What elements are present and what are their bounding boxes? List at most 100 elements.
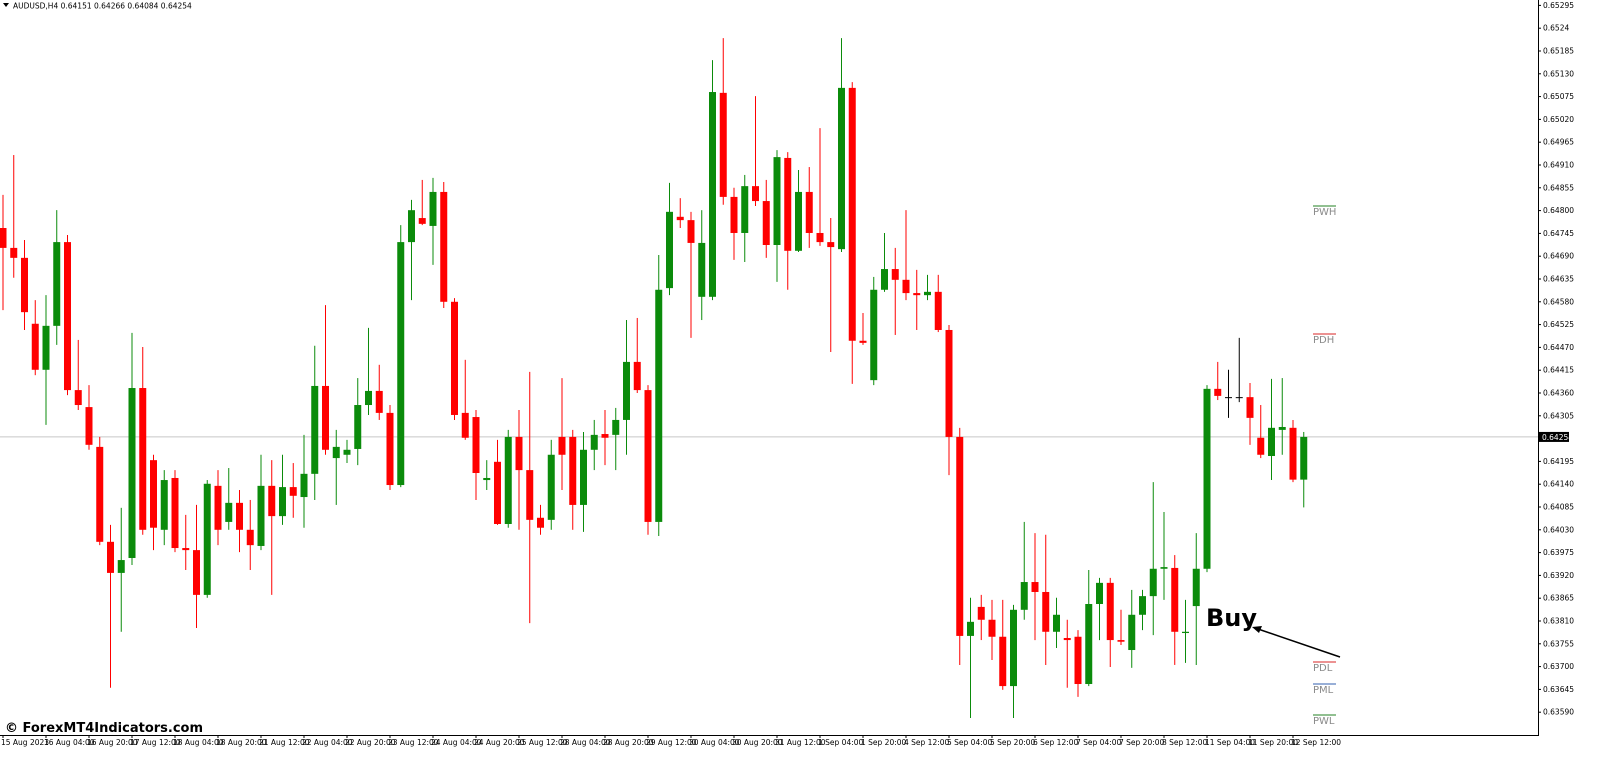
candle-body bbox=[1257, 437, 1265, 455]
candle-body bbox=[590, 434, 598, 450]
candle-body bbox=[1096, 582, 1103, 605]
candle-body bbox=[698, 242, 706, 297]
candle-body bbox=[1171, 567, 1179, 632]
candle-body bbox=[1278, 426, 1286, 430]
candle-body bbox=[354, 405, 362, 449]
candle-body bbox=[268, 485, 276, 517]
x-tick-label: 22 Aug 04:00 bbox=[302, 738, 353, 747]
y-tick-label: 0.65185 bbox=[1543, 46, 1574, 55]
x-tick-label: 5 Sep 04:00 bbox=[947, 738, 993, 747]
candle-body bbox=[848, 87, 856, 341]
y-tick-label: 0.64085 bbox=[1543, 502, 1574, 511]
y-tick-label: 0.65075 bbox=[1543, 92, 1574, 101]
y-tick-label: 0.65295 bbox=[1543, 1, 1574, 10]
candle-body bbox=[999, 636, 1007, 687]
candle-body bbox=[547, 454, 555, 520]
candle-body bbox=[666, 211, 673, 289]
candle-body bbox=[504, 436, 512, 524]
candle-body bbox=[1246, 397, 1254, 418]
candle-body bbox=[709, 92, 716, 297]
candle-body bbox=[719, 92, 727, 197]
candle-body bbox=[1203, 388, 1211, 569]
current-price-box bbox=[1539, 431, 1569, 442]
x-tick-label: 6 Sep 12:00 bbox=[1033, 738, 1079, 747]
candle-body bbox=[483, 477, 491, 481]
candle-body bbox=[891, 269, 899, 280]
candle-body bbox=[816, 232, 824, 243]
x-tick-label: 25 Aug 12:00 bbox=[517, 738, 568, 747]
y-tick-label: 0.64305 bbox=[1543, 411, 1574, 420]
candle-body bbox=[902, 279, 910, 294]
y-tick-label: 0.64360 bbox=[1543, 388, 1574, 397]
candle-body bbox=[300, 473, 308, 498]
candle-body bbox=[1042, 591, 1050, 632]
candle-body bbox=[752, 186, 759, 202]
y-tick-label: 0.64415 bbox=[1543, 366, 1574, 375]
candle-body bbox=[257, 485, 265, 546]
candle-body bbox=[0, 228, 7, 248]
candle-body bbox=[1117, 640, 1125, 642]
candle-body bbox=[139, 388, 147, 530]
x-tick-label: 1 Sep 20:00 bbox=[861, 738, 907, 747]
x-tick-label: 31 Aug 12:00 bbox=[775, 738, 826, 747]
candle-body bbox=[827, 242, 835, 248]
candle-body bbox=[934, 291, 942, 330]
candle-body bbox=[1192, 568, 1200, 607]
candle-body bbox=[64, 242, 71, 391]
candle-body bbox=[1106, 582, 1114, 641]
candle-body bbox=[128, 388, 136, 558]
candle-body bbox=[74, 390, 82, 406]
candle-body bbox=[246, 529, 254, 546]
buy-arrowhead bbox=[1252, 626, 1262, 633]
candle-body bbox=[913, 293, 921, 296]
x-tick-label: 30 Aug 04:00 bbox=[689, 738, 740, 747]
y-tick-label: 0.63755 bbox=[1543, 639, 1574, 648]
x-tick-label: 4 Sep 12:00 bbox=[904, 738, 950, 747]
candle-body bbox=[601, 434, 609, 438]
x-tick-label: 18 Aug 20:00 bbox=[216, 738, 267, 747]
candle-body bbox=[332, 446, 340, 459]
candle-body bbox=[1085, 604, 1093, 685]
y-tick-label: 0.63645 bbox=[1543, 685, 1574, 694]
candle-body bbox=[429, 191, 437, 226]
candle-body bbox=[644, 390, 652, 522]
buy-annotation: Buy bbox=[1206, 604, 1257, 632]
candle-body bbox=[924, 291, 931, 296]
x-tick-label: 16 Aug 04:00 bbox=[44, 738, 95, 747]
candle-body bbox=[225, 502, 233, 522]
candle-body bbox=[1235, 397, 1243, 399]
candle-body bbox=[182, 548, 190, 551]
candle-body bbox=[795, 191, 802, 251]
x-tick-label: 16 Aug 20:00 bbox=[87, 738, 138, 747]
candle-body bbox=[289, 487, 297, 496]
candle-body bbox=[988, 619, 996, 637]
candle-body bbox=[322, 385, 329, 450]
candle-body bbox=[203, 483, 211, 595]
candle-body bbox=[977, 606, 985, 620]
candle-body bbox=[53, 242, 61, 326]
candle-body bbox=[96, 446, 104, 542]
candle-body bbox=[31, 323, 39, 370]
candle-body bbox=[956, 436, 964, 636]
x-tick-label: 24 Aug 04:00 bbox=[431, 738, 482, 747]
candle-body bbox=[515, 436, 523, 471]
watermark: © ForexMT4Indicators.com bbox=[5, 721, 203, 736]
candle-body bbox=[655, 289, 663, 522]
y-tick-label: 0.64855 bbox=[1543, 183, 1574, 192]
candle-body bbox=[85, 407, 93, 445]
candle-body bbox=[859, 340, 867, 343]
y-tick-label: 0.65130 bbox=[1543, 69, 1574, 78]
candle-body bbox=[1225, 397, 1232, 399]
y-tick-label: 0.64525 bbox=[1543, 320, 1574, 329]
candle-body bbox=[633, 361, 641, 391]
candle-body bbox=[558, 436, 566, 455]
candle-body bbox=[881, 269, 888, 290]
y-tick-label: 0.64910 bbox=[1543, 160, 1574, 169]
candle-body bbox=[397, 242, 405, 486]
x-tick-label: 7 Sep 04:00 bbox=[1076, 738, 1122, 747]
x-tick-label: 29 Aug 12:00 bbox=[646, 738, 697, 747]
candle-body bbox=[193, 550, 200, 595]
x-tick-label: 1 Sep 04:00 bbox=[818, 738, 864, 747]
